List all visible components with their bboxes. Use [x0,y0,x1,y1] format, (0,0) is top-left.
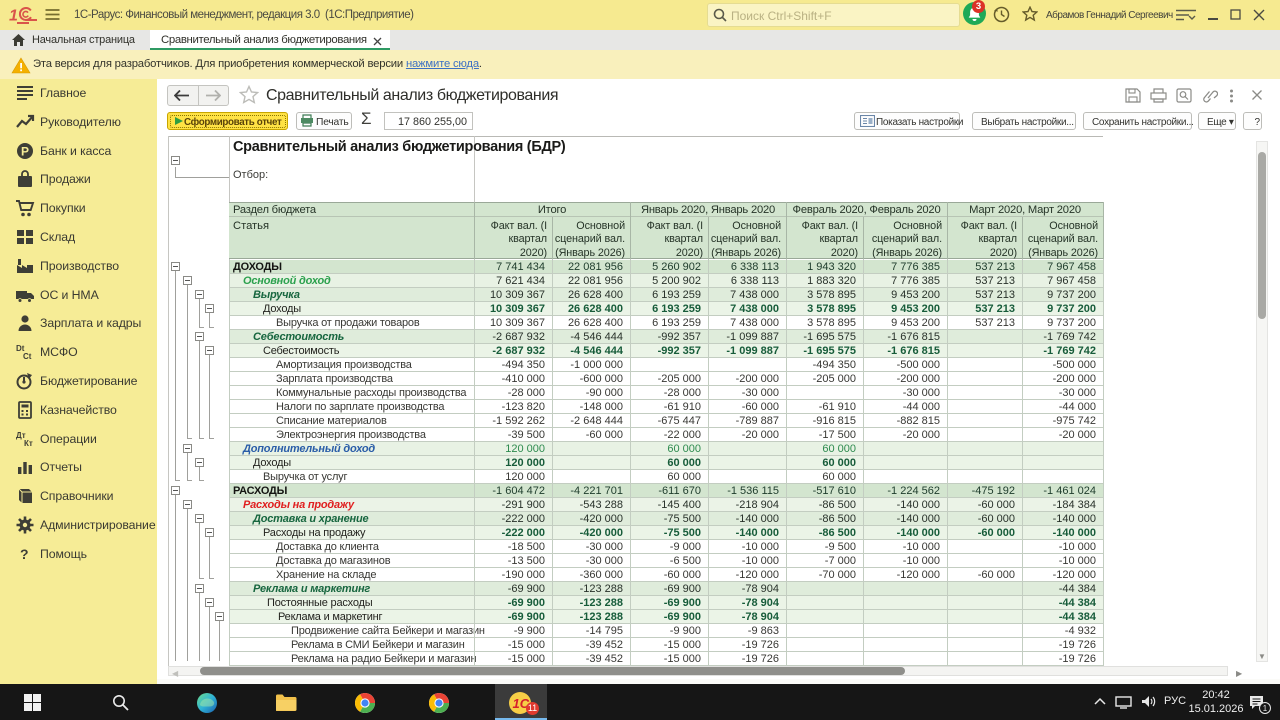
svg-text:Кт: Кт [24,439,33,448]
svg-text:Dt: Dt [16,344,25,353]
svg-text:1: 1 [9,8,18,25]
svg-text:P: P [21,145,29,159]
svg-text:Дт: Дт [16,431,26,440]
svg-text:Ct: Ct [23,352,32,361]
svg-text:1С: 1С [513,696,530,711]
svg-text:?: ? [20,546,29,562]
